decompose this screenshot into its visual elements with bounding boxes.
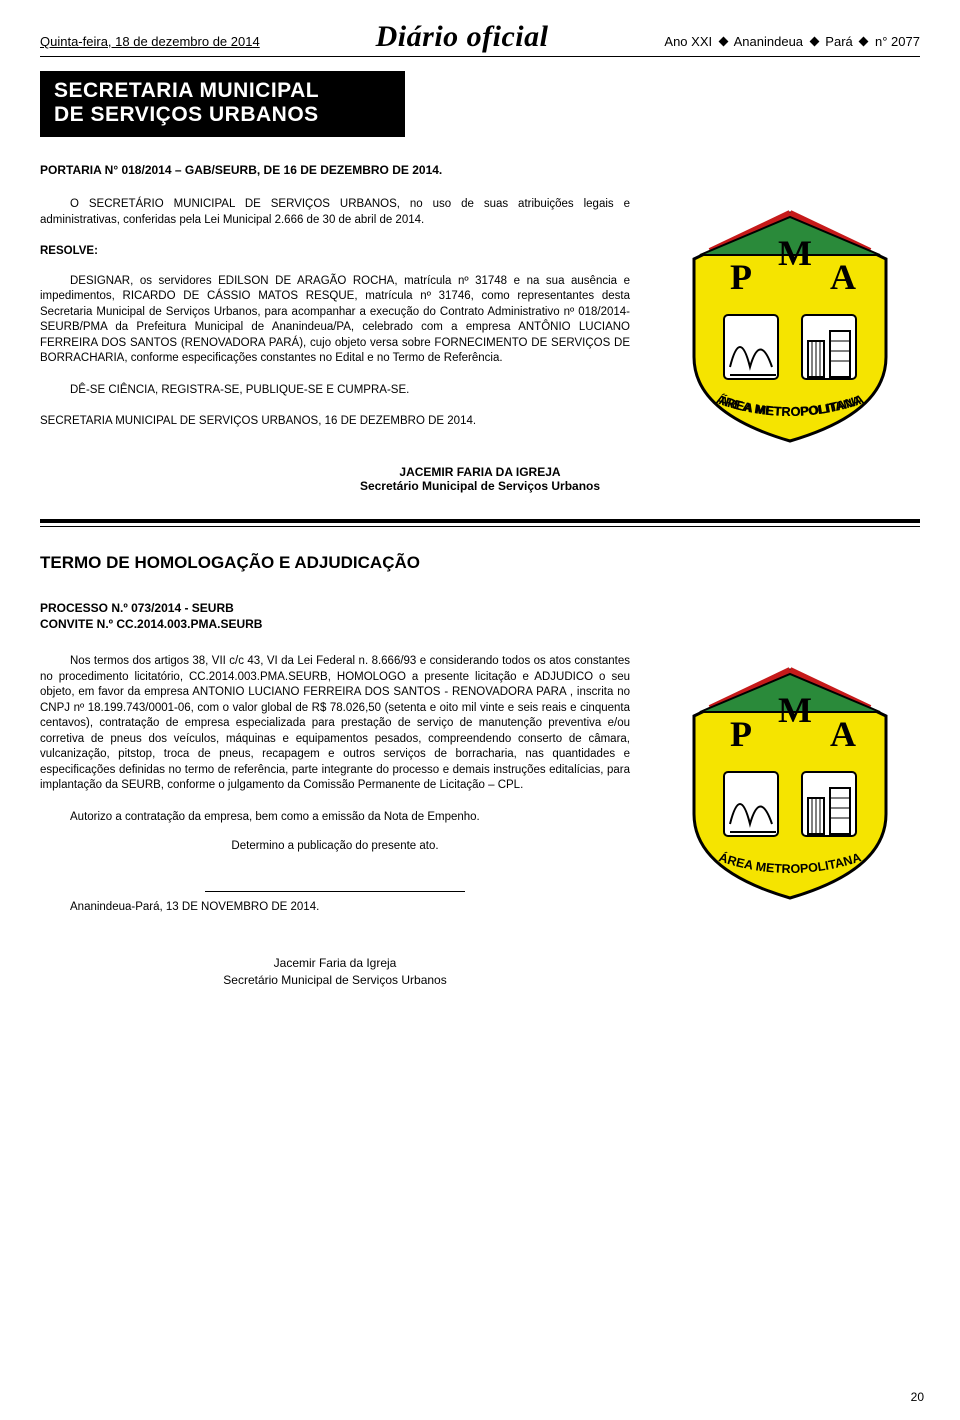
header-year: Ano XXI <box>664 34 712 49</box>
portaria-title: PORTARIA N° 018/2014 – GAB/SEURB, DE 16 … <box>40 163 920 177</box>
termo-signature: Jacemir Faria da Igreja Secretário Munic… <box>40 955 630 987</box>
pma-badge-icon: P M A ÁREA METROPOLITANA <box>680 207 900 447</box>
section-divider <box>40 519 920 527</box>
sig-name-2: Jacemir Faria da Igreja <box>40 955 630 971</box>
termo-section: Nos termos dos artigos 38, VII c/c 43, V… <box>40 654 920 988</box>
secretaria-banner: SECRETARIA MUNICIPAL DE SERVIÇOS URBANOS <box>40 71 405 137</box>
header-city: Ananindeua <box>734 34 803 49</box>
banner-line1: SECRETARIA MUNICIPAL <box>54 79 391 103</box>
termo-autorizo: Autorizo a contratação da empresa, bem c… <box>40 810 630 826</box>
badge-column-2: P M A ÁREA METROPOLITANA <box>660 654 920 904</box>
proc-line-2: CONVITE N.º CC.2014.003.PMA.SEURB <box>40 617 920 633</box>
diamond-icon <box>859 37 869 47</box>
diamond-icon <box>718 37 728 47</box>
proc-line-1: PROCESSO N.º 073/2014 - SEURB <box>40 601 920 617</box>
portaria-text-column: O SECRETÁRIO MUNICIPAL DE SERVIÇOS URBAN… <box>40 197 630 446</box>
resolve-label: RESOLVE: <box>40 244 630 260</box>
processo-lines: PROCESSO N.º 073/2014 - SEURB CONVITE N.… <box>40 601 920 632</box>
portaria-body: DESIGNAR, os servidores EDILSON DE ARAGÃ… <box>40 274 630 367</box>
header-issue: Ano XXI Ananindeua Pará n° 2077 <box>664 34 920 49</box>
sig-rule <box>205 891 465 892</box>
svg-text:P: P <box>730 257 752 297</box>
svg-text:A: A <box>830 257 856 297</box>
svg-text:M: M <box>778 233 812 273</box>
termo-body: Nos termos dos artigos 38, VII c/c 43, V… <box>40 654 630 794</box>
banner-line2: DE SERVIÇOS URBANOS <box>54 103 391 127</box>
portaria-signature: JACEMIR FARIA DA IGREJA Secretário Munic… <box>40 465 920 493</box>
portaria-intro: O SECRETÁRIO MUNICIPAL DE SERVIÇOS URBAN… <box>40 197 630 228</box>
termo-text-column: Nos termos dos artigos 38, VII c/c 43, V… <box>40 654 630 988</box>
termo-place-date: Ananindeua-Pará, 13 DE NOVEMBRO DE 2014. <box>40 900 630 916</box>
header-state: Pará <box>825 34 852 49</box>
sig-role-2: Secretário Municipal de Serviços Urbanos <box>40 972 630 988</box>
badge-column-1: P M A ÁREA METROPOLITANA <box>660 197 920 447</box>
portaria-section: O SECRETÁRIO MUNICIPAL DE SERVIÇOS URBAN… <box>40 197 920 447</box>
svg-text:A: A <box>830 714 856 754</box>
svg-text:P: P <box>730 714 752 754</box>
portaria-footer-line: SECRETARIA MUNICIPAL DE SERVIÇOS URBANOS… <box>40 414 630 430</box>
sig-role-1: Secretário Municipal de Serviços Urbanos <box>40 479 920 493</box>
page-number: 20 <box>911 1390 924 1404</box>
portaria-dese: DÊ-SE CIÊNCIA, REGISTRA-SE, PUBLIQUE-SE … <box>40 383 630 399</box>
svg-text:M: M <box>778 690 812 730</box>
diamond-icon <box>809 37 819 47</box>
pma-badge-icon: P M A ÁREA METROPOLITANA <box>680 664 900 904</box>
header-date: Quinta-feira, 18 de dezembro de 2014 <box>40 34 260 49</box>
header-issue-no: n° 2077 <box>875 34 920 49</box>
header-title: Diário oficial <box>376 20 549 54</box>
termo-determino: Determino a publicação do presente ato. <box>40 839 630 855</box>
page-header: Quinta-feira, 18 de dezembro de 2014 Diá… <box>40 20 920 57</box>
termo-title: TERMO DE HOMOLOGAÇÃO E ADJUDICAÇÃO <box>40 553 920 573</box>
sig-name-1: JACEMIR FARIA DA IGREJA <box>40 465 920 479</box>
